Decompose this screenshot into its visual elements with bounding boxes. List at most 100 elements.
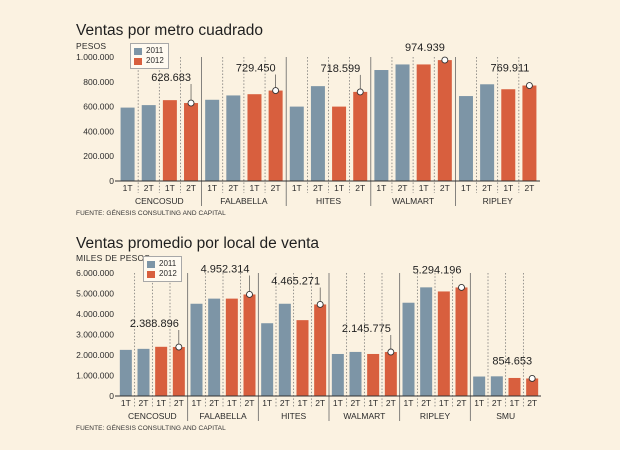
bar-cencosud-2012-1t (155, 346, 168, 396)
data-label: 974.939 (405, 42, 445, 54)
bar-ripley-2012-1t (501, 89, 516, 181)
data-label: 5.294.196 (413, 264, 462, 276)
data-label: 718.599 (320, 63, 360, 75)
x-tick-label: 1T (227, 398, 237, 408)
x-tick-label: 1T (298, 398, 308, 408)
legend-item-2012: 2012 (147, 269, 177, 279)
x-tick-label: 2T (386, 398, 396, 408)
y-tick-label: 0 (109, 391, 114, 401)
bar-ripley-2012-2t (455, 287, 468, 396)
bar-walmart-2012-2t (437, 60, 452, 182)
y-axis-unit-label: PESOS (76, 41, 107, 51)
bar-walmart-2011-2t (349, 351, 362, 396)
source-note: FUENTE: GÉNESIS CONSULTING AND CAPITAL (76, 210, 226, 217)
x-tick-label: 1T (165, 183, 175, 193)
bar-ripley-2011-2t (420, 287, 433, 396)
y-axis-unit-label: MILES DE PESOS (76, 253, 151, 263)
bar-cencosud-2012-1t (162, 100, 177, 181)
bar-cencosud-2011-2t (137, 348, 150, 396)
x-tick-label: 1T (292, 183, 302, 193)
group-label-falabella: FALABELLA (220, 196, 268, 206)
bar-falabella-2012-2t (268, 90, 283, 181)
x-tick-label: 1T (503, 183, 513, 193)
bar-falabella-2012-1t (225, 298, 238, 396)
x-tick-label: 2T (482, 183, 492, 193)
bar-hites-2011-2t (310, 86, 325, 181)
bar-falabella-2012-1t (247, 94, 262, 181)
x-tick-label: 2T (524, 183, 534, 193)
chart-ventas-promedio-por-local: Ventas promedio por local de venta MILES… (0, 225, 620, 450)
legend-swatch-2011 (134, 47, 142, 55)
y-tick-label: 3.000.000 (76, 330, 114, 340)
x-tick-label: 2T (228, 183, 238, 193)
x-tick-label: 2T (351, 398, 361, 408)
y-tick-label: 4.000.000 (76, 309, 114, 319)
bar-falabella-2011-2t (226, 95, 241, 181)
x-tick-label: 2T (271, 183, 281, 193)
chart-ventas-por-metro-cuadrado: Ventas por metro cuadrado PESOS 0 200.000… (76, 22, 540, 217)
y-tick-label: 200.000 (83, 151, 114, 161)
x-tick-label: 1T (474, 398, 484, 408)
bar-ripley-2011-1t (458, 96, 473, 181)
bar-smu-2011-1t (473, 376, 486, 396)
x-tick-label: 2T (245, 398, 255, 408)
x-tick-label: 1T (376, 183, 386, 193)
x-tick-label: 2T (139, 398, 149, 408)
y-tick-label: 6.000.000 (76, 268, 114, 278)
legend-swatch-2012 (147, 270, 155, 278)
legend-label-2012: 2012 (159, 269, 177, 278)
y-tick-label: 1.000.000 (76, 371, 114, 381)
bar-cencosud-2012-2t (172, 347, 185, 396)
bar-walmart-2011-2t (395, 64, 410, 181)
legend: 2011 2012 (143, 256, 182, 282)
bar-chart: 0 200.000 400.000 600.000 800.000 1.000.000 1T… (76, 42, 540, 206)
bar-hites-2012-2t (314, 304, 327, 396)
x-tick-label: 1T (419, 183, 429, 193)
x-tick-label: 1T (334, 183, 344, 193)
group-label-ripley: RIPLEY (483, 196, 514, 206)
bar-falabella-2011-1t (205, 99, 220, 181)
x-tick-label: 1T (123, 183, 133, 193)
group-label-hites: HITES (316, 196, 341, 206)
highlight-marker (246, 291, 253, 298)
bar-falabella-2012-2t (243, 294, 256, 396)
x-tick-label: 2T (421, 398, 431, 408)
x-tick-label: 2T (313, 183, 323, 193)
bar-walmart-2012-2t (384, 352, 397, 396)
highlight-marker (441, 56, 449, 64)
bar-cencosud-2011-1t (120, 107, 135, 181)
y-tick-label: 2.000.000 (76, 350, 114, 360)
group-label-hites: HITES (281, 411, 306, 421)
bar-falabella-2011-2t (208, 298, 221, 396)
data-label: 769.911 (490, 63, 529, 75)
bar-smu-2011-2t (490, 376, 503, 396)
x-tick-label: 1T (207, 183, 217, 193)
group-label-ripley: RIPLEY (420, 411, 451, 421)
bar-cencosud-2011-2t (141, 105, 156, 181)
legend: 2011 2012 (130, 43, 169, 69)
x-tick-label: 2T (527, 398, 537, 408)
data-label: 628.683 (151, 72, 191, 84)
x-tick-label: 1T (404, 398, 414, 408)
legend-item-2012: 2012 (134, 56, 164, 66)
bar-hites-2011-2t (278, 303, 291, 396)
bar-walmart-2012-1t (416, 64, 431, 181)
x-tick-label: 2T (457, 398, 467, 408)
y-tick-label: 800.000 (83, 77, 114, 87)
bar-hites-2011-1t (289, 106, 304, 181)
group-label-walmart: WALMART (392, 196, 434, 206)
highlight-marker (387, 348, 395, 356)
legend-swatch-2012 (134, 57, 142, 65)
x-tick-label: 2T (186, 183, 196, 193)
y-tick-label: 400.000 (83, 126, 114, 136)
y-tick-label: 5.000.000 (76, 289, 114, 299)
x-tick-label: 2T (492, 398, 502, 408)
source-note: FUENTE: GÉNESIS CONSULTING AND CAPITAL (76, 425, 226, 432)
x-tick-label: 2T (440, 183, 450, 193)
bar-chart: 0 1.000.000 2.000.000 3.000.000 4.000.000 5.0… (76, 263, 541, 421)
highlight-marker (272, 87, 280, 94)
x-tick-label: 1T (368, 398, 378, 408)
x-tick-label: 1T (461, 183, 471, 193)
group-label-smu: SMU (496, 411, 515, 421)
chart-title: Ventas promedio por local de venta (76, 235, 319, 252)
